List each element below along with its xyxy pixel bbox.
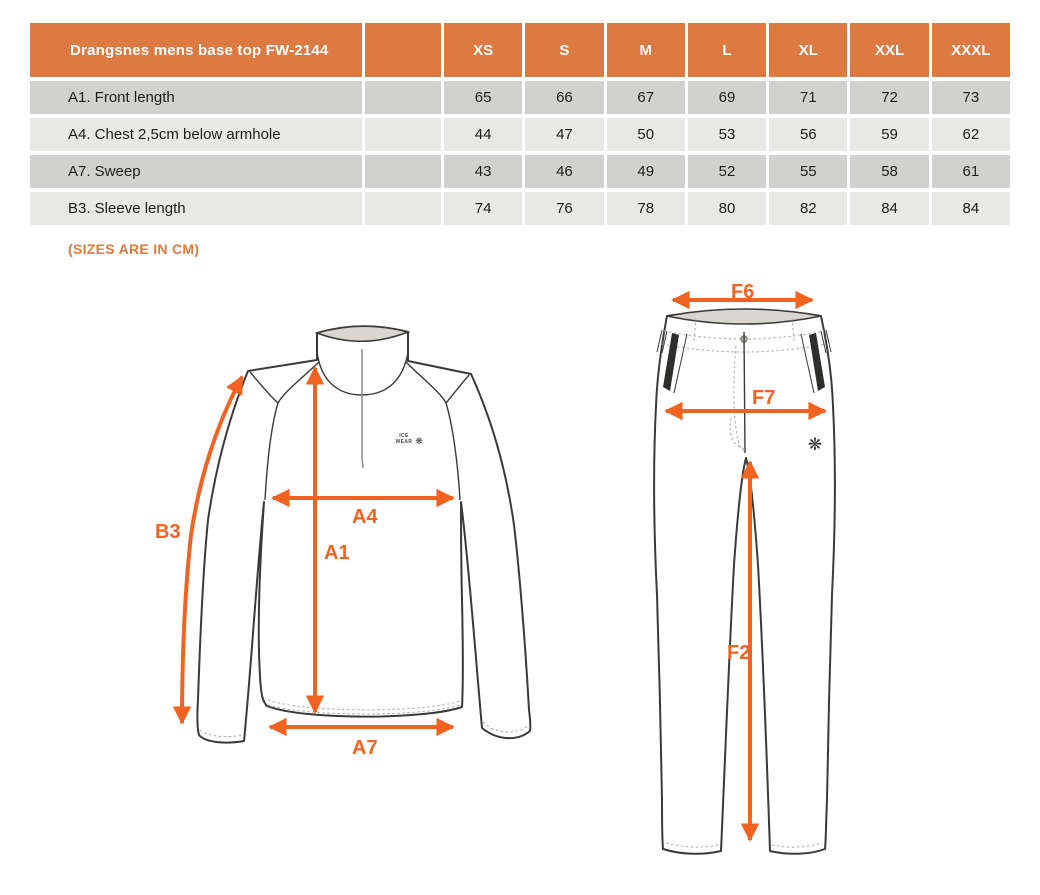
cell-value: 67: [606, 81, 685, 114]
row-label-front-length: A1. Front length: [30, 81, 362, 114]
cell-value: 58: [850, 155, 929, 188]
measure-label-a7: A7: [352, 737, 378, 759]
row-empty-cell: [365, 118, 441, 151]
cell-value: 82: [769, 192, 848, 225]
cell-value: 66: [525, 81, 604, 114]
row-label-sweep: A7. Sweep: [30, 155, 362, 188]
shirt-outline: [196, 325, 532, 744]
row-empty-cell: [365, 192, 441, 225]
shirt-zipper-pull: [361, 457, 364, 469]
shirt-raglan-seam-right: [405, 361, 461, 501]
cell-value: 71: [769, 81, 848, 114]
cell-value: 73: [931, 81, 1010, 114]
cell-value: 74: [444, 192, 523, 225]
cell-value: 56: [769, 118, 848, 151]
pants-waist-opening: [666, 308, 822, 325]
cell-value: 76: [525, 192, 604, 225]
shirt-hem-stitch: [267, 699, 461, 711]
measure-label-a1: A1: [324, 542, 350, 564]
pants-sideloop-left-b: [661, 330, 668, 354]
size-header-xl: XL: [769, 23, 848, 77]
shirt-yoke-seam-left: [249, 371, 279, 404]
shirt-cuff-stitch-left: [199, 729, 244, 738]
cell-value: 44: [444, 118, 523, 151]
logo-snowflake-icon: ❋: [415, 436, 423, 446]
row-label-sleeve-length: B3. Sleeve length: [30, 192, 362, 225]
cell-value: 59: [850, 118, 929, 151]
size-header-m: M: [606, 23, 685, 77]
sizes-unit-note: (SIZES ARE IN CM): [68, 241, 200, 257]
cell-value: 84: [931, 192, 1010, 225]
size-chart-table: Drangsnes mens base top FW-2144 XS S M L…: [30, 23, 1010, 225]
pants-fly-j-stitch: [729, 417, 746, 450]
arrow-b3: [172, 375, 244, 725]
shirt-hem-stitch-2: [267, 704, 461, 715]
measure-label-f2: F2: [727, 642, 750, 664]
pants-sideloop-left-a: [656, 329, 663, 353]
cell-value: 55: [769, 155, 848, 188]
pants-beltloop-right: [791, 317, 795, 342]
measure-label-b3: B3: [155, 521, 181, 543]
pants-hem-stitch-left: [665, 842, 720, 848]
row-empty-cell: [365, 155, 441, 188]
table-header-empty-cell: [365, 23, 441, 77]
pants-pocket-left: [663, 333, 679, 391]
pants-measure-arrows: F6 F7 F2: [664, 281, 827, 842]
pants-hem-stitch-right: [771, 842, 823, 848]
cell-value: 78: [606, 192, 685, 225]
cell-value: 53: [687, 118, 767, 151]
logo-text-line1: ICE: [399, 433, 409, 439]
size-header-xs: XS: [444, 23, 523, 77]
icewear-logo: ICE WEAR ❋: [396, 433, 424, 446]
pants-pocket-right-stitch: [800, 333, 815, 394]
row-label-chest: A4. Chest 2,5cm below armhole: [30, 118, 362, 151]
cell-value: 69: [687, 81, 767, 114]
size-header-xxxl: XXXL: [931, 23, 1010, 77]
cell-value: 43: [444, 155, 523, 188]
measure-label-f6: F6: [731, 281, 754, 303]
pants-pocket-left-stitch: [673, 333, 688, 394]
pants-snowflake-icon: ❋: [808, 435, 822, 454]
base-top-drawing: ICE WEAR ❋ B3 A1 A4 A7: [155, 325, 532, 759]
cell-value: 52: [687, 155, 767, 188]
shirt-measure-arrows: B3 A1 A4 A7: [155, 366, 455, 759]
pants-fly-stitch: [733, 345, 746, 453]
cell-value: 84: [850, 192, 929, 225]
shirt-collar-opening: [314, 325, 411, 343]
shirt-yoke-seam-right: [445, 374, 470, 404]
cell-value: 61: [931, 155, 1010, 188]
cell-value: 65: [444, 81, 523, 114]
pants-drawing: ❋ F6 F7 F2: [653, 281, 836, 855]
table-title-cell: Drangsnes mens base top FW-2144: [30, 23, 362, 77]
measure-label-f7: F7: [752, 387, 775, 409]
pants-pocket-right: [809, 333, 825, 391]
cell-value: 49: [606, 155, 685, 188]
logo-text-line2: WEAR: [396, 439, 413, 445]
cell-value: 47: [525, 118, 604, 151]
row-empty-cell: [365, 81, 441, 114]
shirt-raglan-seam-left: [264, 361, 320, 501]
size-header-l: L: [687, 23, 767, 77]
pants-sideloop-right-a: [825, 329, 832, 353]
pants-beltloop-left: [693, 317, 697, 342]
cell-value: 72: [850, 81, 929, 114]
cell-value: 62: [931, 118, 1010, 151]
size-header-s: S: [525, 23, 604, 77]
size-header-xxl: XXL: [850, 23, 929, 77]
pants-fly-line: [743, 331, 746, 454]
cell-value: 80: [687, 192, 767, 225]
cell-value: 50: [606, 118, 685, 151]
cell-value: 46: [525, 155, 604, 188]
measure-label-a4: A4: [352, 506, 378, 528]
pants-sideloop-right-b: [820, 330, 827, 354]
